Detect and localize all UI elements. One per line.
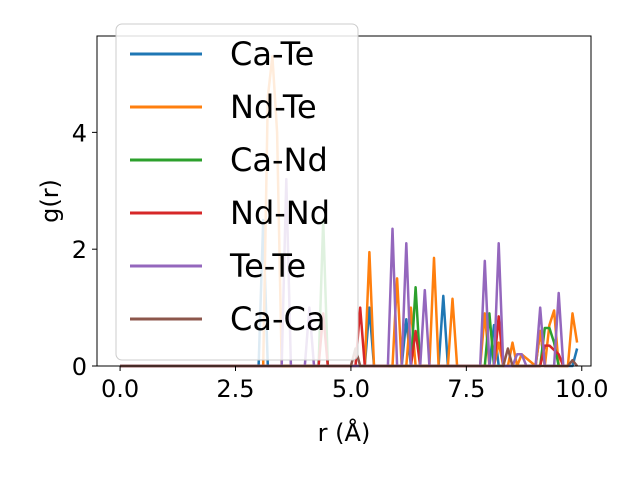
y-tick-label: 4 <box>72 119 87 147</box>
y-axis-ticks: 0 2 4 <box>72 119 97 381</box>
x-axis-ticks: 0.0 2.5 5.0 7.5 10.0 <box>101 366 608 403</box>
legend-label-te-te: Te-Te <box>229 247 306 285</box>
legend-label-ca-te: Ca-Te <box>230 35 314 73</box>
x-tick-label: 7.5 <box>447 375 485 403</box>
x-tick-label: 0.0 <box>101 375 139 403</box>
legend-label-ca-ca: Ca-Ca <box>230 300 325 338</box>
legend-label-ca-nd: Ca-Nd <box>230 141 328 179</box>
legend-label-nd-nd: Nd-Nd <box>230 194 330 232</box>
legend-label-nd-te: Nd-Te <box>230 88 317 126</box>
x-axis-label: r (Å) <box>318 418 371 447</box>
legend: Ca-Te Nd-Te Ca-Nd Nd-Nd Te-Te Ca-Ca <box>115 23 359 361</box>
y-tick-label: 0 <box>72 353 87 381</box>
x-tick-label: 5.0 <box>332 375 370 403</box>
x-tick-label: 10.0 <box>555 375 608 403</box>
y-tick-label: 2 <box>72 236 87 264</box>
y-axis-label: g(r) <box>36 179 64 223</box>
x-tick-label: 2.5 <box>216 375 254 403</box>
